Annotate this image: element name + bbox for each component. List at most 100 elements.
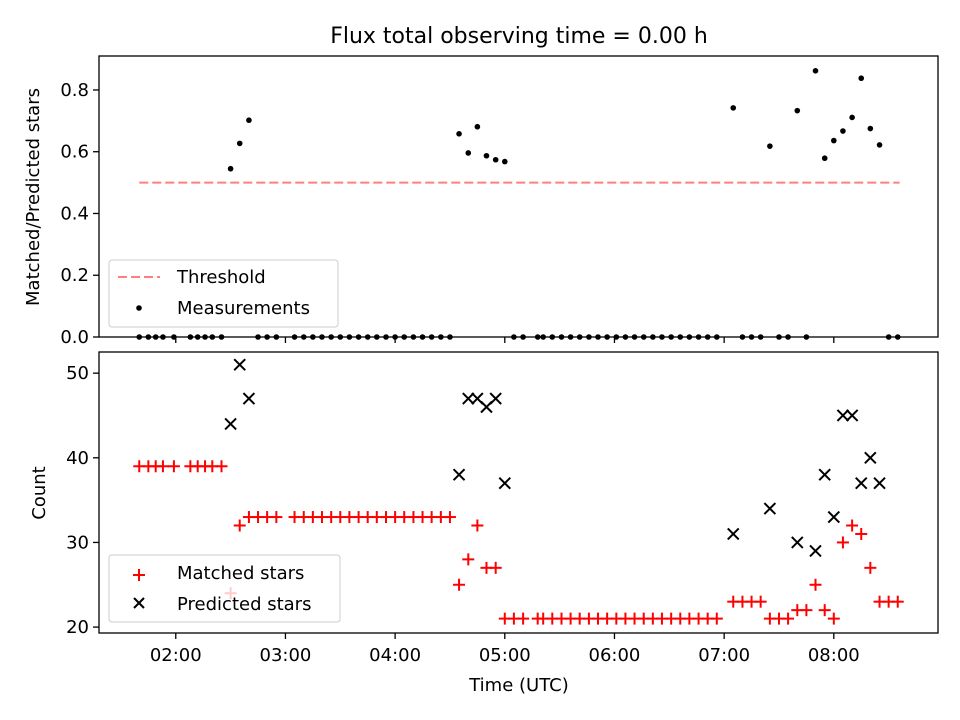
measurement-point — [474, 123, 481, 130]
predicted-stars-point — [452, 468, 466, 481]
measurement-point — [794, 107, 801, 114]
y-tick-label: 0.4 — [60, 203, 89, 224]
measurement-point — [767, 143, 773, 149]
predicted-stars-point — [818, 468, 831, 481]
top-panel: 0.00.20.40.60.8 Matched/Predicted stars … — [23, 55, 939, 348]
predicted-stars-point — [498, 476, 511, 490]
top-axes-frame — [98, 55, 939, 338]
measurement-point — [227, 165, 234, 172]
predicted-stars-point — [836, 409, 850, 422]
matched-stars-point — [443, 511, 456, 524]
measurement-point — [483, 152, 490, 159]
y-tick-label: 0.8 — [60, 80, 89, 101]
measurement-point — [849, 114, 855, 121]
y-tick-label: 50 — [66, 363, 89, 384]
matched-stars-point — [782, 612, 795, 625]
bottom-legend: Matched stars Predicted stars — [108, 554, 341, 623]
predicted-stars-point — [873, 476, 886, 490]
measurement-point — [821, 155, 828, 162]
x-tick-label: 02:00 — [150, 645, 202, 666]
matched-stars-point — [809, 578, 822, 591]
predicted-stars-point — [845, 409, 859, 422]
matched-stars-point — [489, 561, 502, 574]
measurements-legend-swatch — [136, 305, 142, 311]
measurements-legend-label: Measurements — [177, 298, 310, 319]
matched-stars-point — [710, 612, 723, 625]
y-tick-label: 0.6 — [60, 142, 89, 163]
top-y-axis: 0.0 0.2 0.4 0.6 0.8 — [60, 80, 99, 348]
predicted-stars-point — [855, 476, 868, 490]
bottom-plot-area — [133, 358, 904, 625]
bottom-axes-frame — [98, 351, 939, 634]
bottom-x-axis: 02:00 03:00 04:00 05:00 06:00 07:00 08:00 — [150, 633, 860, 666]
matched-stars-point — [167, 460, 180, 473]
measurement-point — [831, 137, 837, 144]
predicted-stars-point — [827, 510, 841, 524]
matched-stars-point — [818, 604, 831, 617]
bottom-panel: 02:00 03:00 04:00 05:00 06:00 07:00 08:00 20 30… — [29, 351, 939, 696]
matched-stars-point — [827, 612, 840, 625]
matched-stars-point — [517, 612, 530, 625]
matched-stars-point — [855, 527, 868, 540]
measurement-point — [246, 117, 252, 124]
figure-title: Flux total observing time = 0.00 h — [330, 24, 708, 49]
predicted-stars-point — [489, 392, 502, 405]
y-tick-label: 0.0 — [60, 327, 89, 348]
matched-stars-legend-swatch — [133, 569, 145, 581]
x-tick-label: 06:00 — [589, 645, 641, 666]
x-tick-label: 08:00 — [808, 645, 860, 666]
predicted-stars-point — [242, 392, 256, 405]
measurement-point — [456, 131, 462, 137]
measurement-point — [492, 156, 499, 163]
matched-stars-point — [836, 536, 849, 549]
x-tick-label: 05:00 — [479, 645, 531, 666]
measurement-point — [236, 140, 243, 147]
predicted-stars-legend-swatch — [133, 597, 145, 609]
measurement-point — [867, 125, 874, 132]
measurement-point — [812, 68, 819, 74]
measurement-point — [876, 142, 883, 148]
x-tick-label: 04:00 — [369, 645, 421, 666]
matched-stars-point — [453, 578, 466, 591]
y-tick-label: 20 — [66, 617, 89, 638]
top-legend-box — [108, 259, 339, 328]
predicted-stars-point — [809, 544, 822, 558]
matched-stars-point — [891, 595, 904, 608]
matched-stars-point — [471, 519, 484, 532]
matched-stars-point — [156, 460, 169, 473]
top-y-axis-label: Matched/Predicted stars — [23, 88, 44, 306]
measurement-point — [465, 150, 472, 156]
predicted-stars-legend-label: Predicted stars — [177, 594, 311, 615]
x-tick-label: 07:00 — [698, 645, 750, 666]
measurement-point — [840, 128, 846, 134]
y-tick-label: 30 — [66, 532, 89, 553]
matched-stars-legend-label: Matched stars — [177, 563, 304, 584]
y-tick-label: 40 — [66, 448, 89, 469]
predicted-stars-point — [224, 417, 237, 431]
top-plot-area — [136, 68, 901, 340]
matched-stars-point — [270, 511, 283, 524]
measurement-point — [501, 158, 508, 165]
bottom-y-axis-label: Count — [29, 466, 50, 519]
x-tick-label: 03:00 — [260, 645, 312, 666]
y-tick-label: 0.2 — [60, 265, 89, 286]
matched-stars-point — [754, 595, 767, 608]
measurement-point — [858, 75, 865, 82]
matched-stars-point — [800, 604, 813, 617]
matched-stars-point — [846, 519, 859, 532]
matched-stars-point — [864, 561, 877, 574]
measurement-point — [730, 105, 737, 111]
top-x-axis — [175, 337, 835, 343]
predicted-stars-point — [233, 358, 246, 371]
x-axis-label: Time (UTC) — [468, 675, 569, 696]
predicted-stars-point — [462, 392, 475, 405]
predicted-stars-point — [791, 536, 804, 549]
threshold-legend-label: Threshold — [176, 267, 266, 288]
bottom-y-axis: 20 30 40 50 — [66, 363, 99, 638]
top-legend: Threshold Measurements — [108, 259, 339, 328]
matched-stars-point — [233, 519, 246, 532]
matched-stars-point — [215, 460, 228, 473]
matched-stars-point — [462, 553, 475, 566]
predicted-stars-point — [864, 451, 877, 465]
